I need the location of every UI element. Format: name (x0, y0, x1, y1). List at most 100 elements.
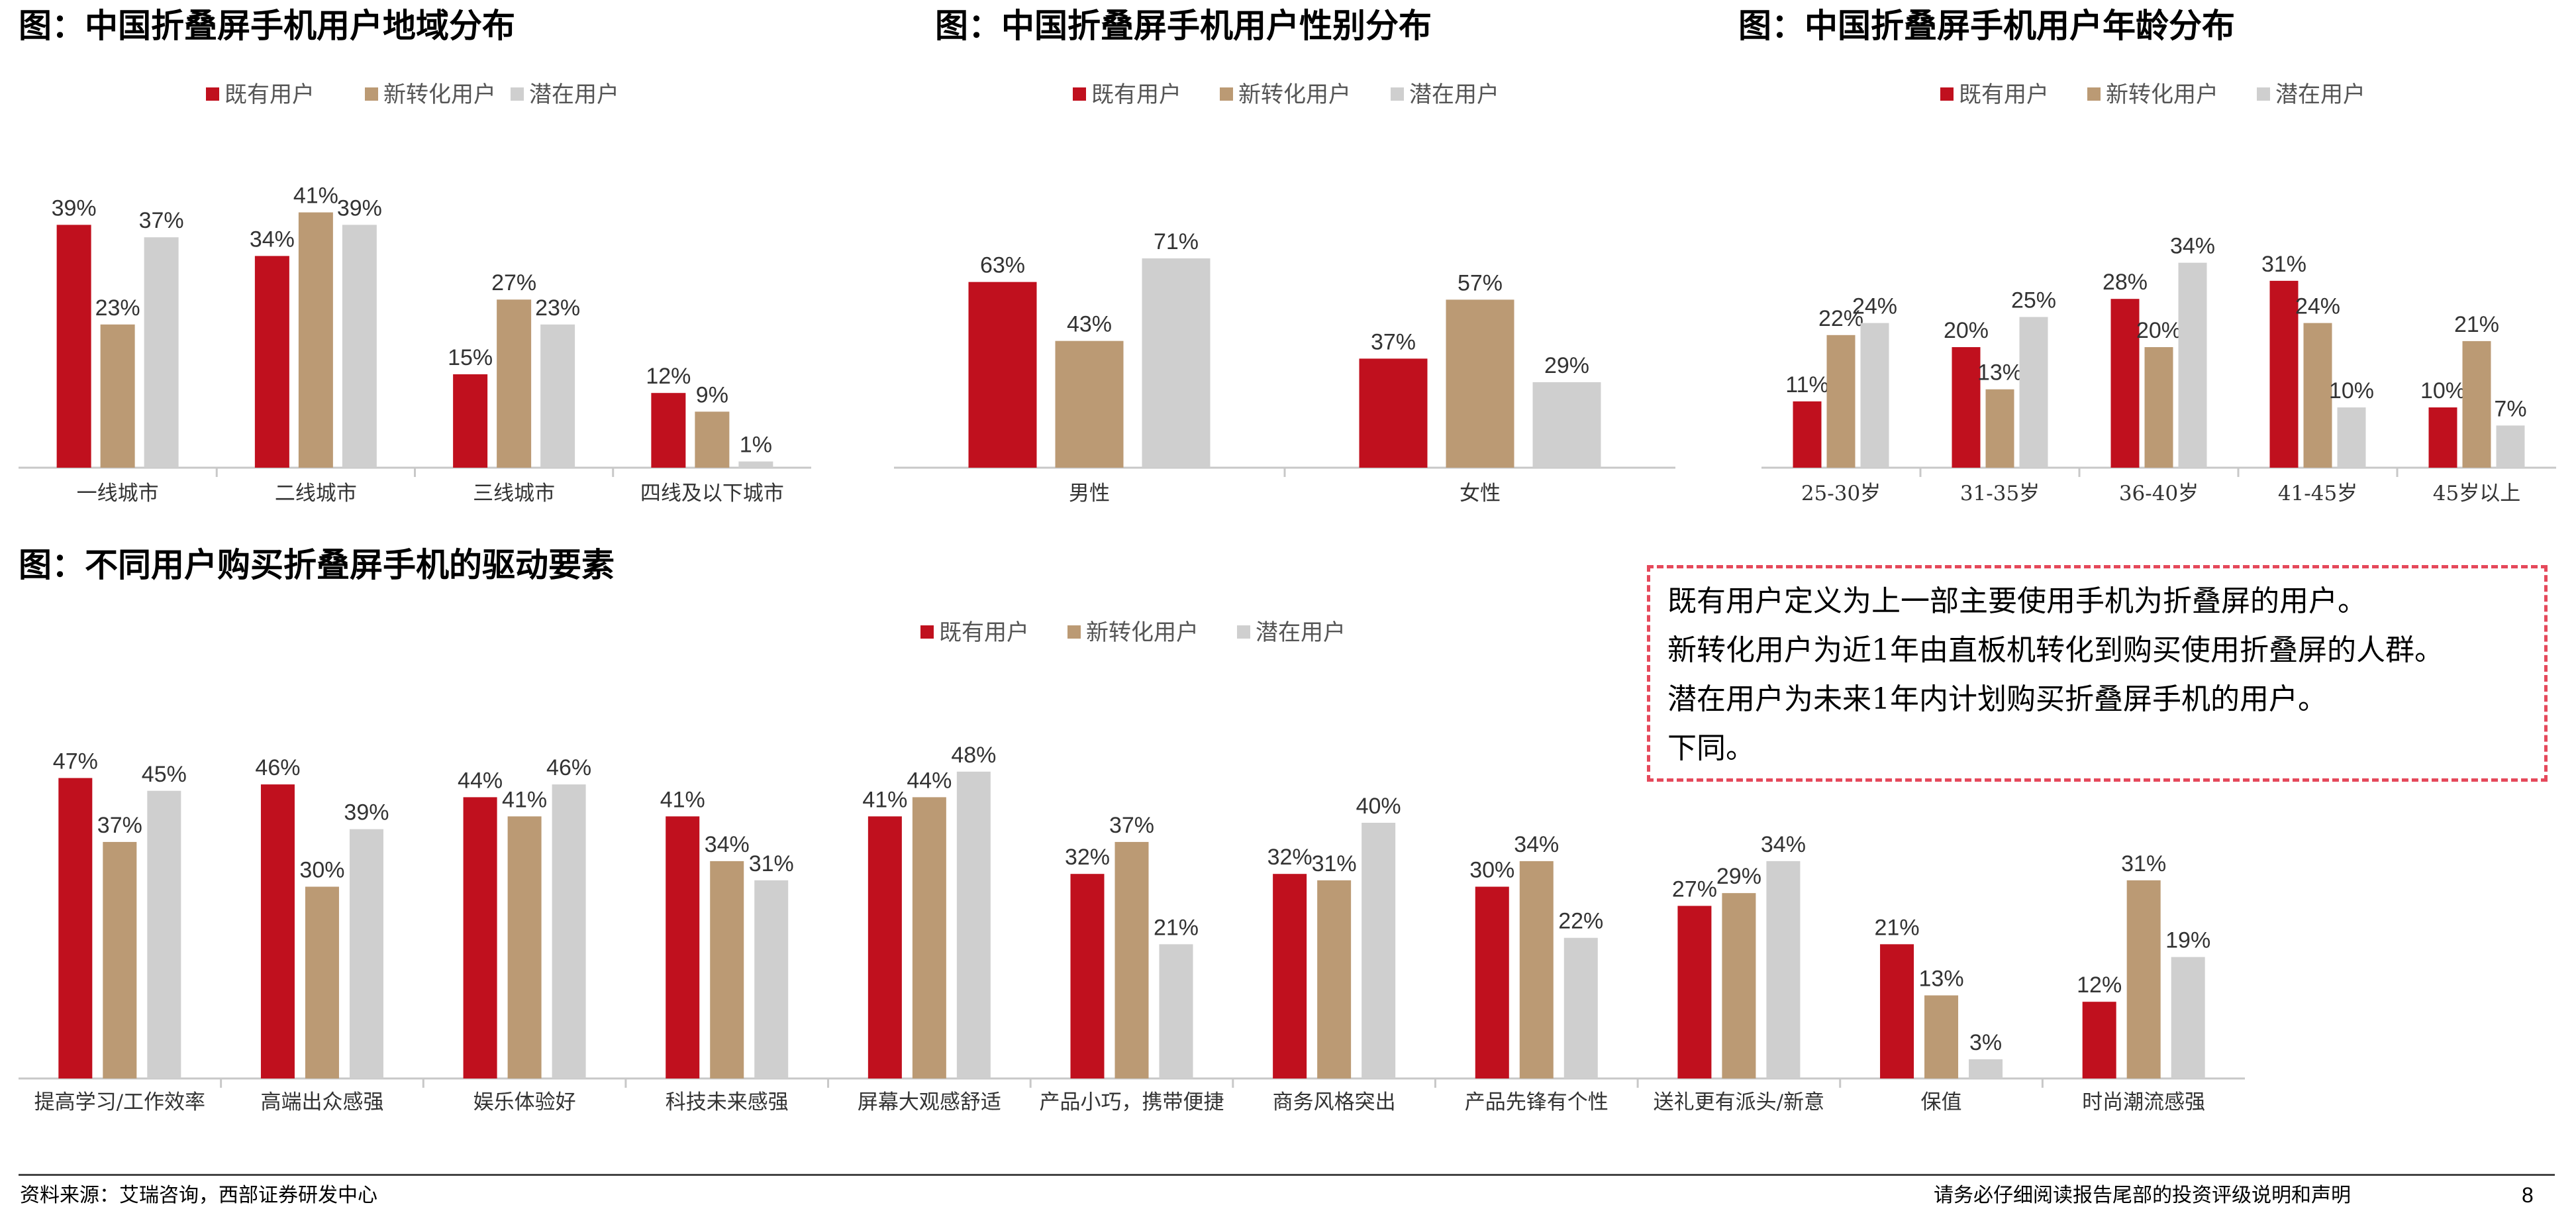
category-label: 女性 (1460, 482, 1501, 505)
bar (1793, 401, 1822, 468)
data-label: 13% (1919, 967, 1964, 992)
bar (1985, 389, 2014, 468)
bar (2126, 880, 2161, 1078)
data-label: 31% (2121, 851, 2166, 876)
category-label: 产品小巧，携带便捷 (1040, 1090, 1224, 1114)
data-label: 15% (448, 345, 493, 370)
bar (100, 324, 135, 468)
bar (754, 880, 789, 1078)
data-label: 7% (2494, 396, 2526, 421)
bar (1766, 861, 1801, 1078)
footer-source: 资料来源：艾瑞咨询，西部证券研发中心 (20, 1184, 377, 1207)
bar (2082, 1002, 2116, 1078)
legend-label: 潜在用户 (529, 81, 619, 108)
category-label: 三线城市 (473, 482, 555, 505)
bar (1532, 382, 1601, 468)
chart-drivers: 既有用户 新转化用户 潜在用户 47% 37% 45% 提高学习/工作效率 46% 30% 39%… (19, 619, 2245, 1114)
category-label: 25-30岁 (1801, 482, 1881, 505)
bar (1055, 341, 1124, 468)
data-label: 46% (255, 755, 300, 780)
data-label: 45% (142, 762, 187, 787)
legend-swatch (1073, 87, 1086, 101)
data-label: 24% (1852, 294, 1897, 319)
bar (463, 797, 497, 1078)
bar (305, 886, 339, 1078)
bar (56, 225, 91, 468)
bar (1362, 823, 1396, 1078)
data-label: 37% (97, 813, 142, 838)
bar (507, 816, 542, 1078)
data-label: 41% (862, 787, 907, 812)
data-label: 12% (2077, 972, 2122, 998)
note-line-converted: 新转化用户为近1年由直板机转化到购买使用折叠屏的人群。 (1667, 633, 2444, 667)
data-label: 41% (293, 184, 338, 209)
bar (540, 324, 575, 468)
bar (867, 816, 902, 1078)
bar (1860, 323, 1889, 468)
bar (1317, 880, 1352, 1078)
chart-gender: 既有用户 新转化用户 潜在用户 63% 43% 71% 男性 37% 57% 29% 女性 (894, 81, 1675, 505)
bar (342, 225, 377, 468)
data-label: 22% (1558, 909, 1603, 934)
legend-label: 新转化用户 (383, 81, 496, 108)
legend-swatch (206, 87, 219, 101)
data-label: 21% (1154, 915, 1199, 940)
bar (2178, 262, 2207, 468)
data-label: 39% (344, 800, 389, 825)
data-label: 46% (546, 755, 591, 780)
chart-title-gender: 图：中国折叠屏手机用户性别分布 (935, 6, 1432, 45)
bar (651, 393, 686, 468)
category-label: 屏幕大观感舒适 (858, 1090, 1001, 1114)
data-label: 19% (2165, 928, 2210, 953)
category-label: 时尚潮流感强 (2082, 1090, 2205, 1114)
bar (2337, 407, 2366, 468)
category-label: 二线城市 (275, 482, 357, 505)
bar (144, 237, 179, 468)
data-label: 37% (139, 208, 184, 233)
bar (1115, 841, 1149, 1078)
data-label: 71% (1154, 229, 1199, 254)
data-label: 41% (502, 787, 547, 812)
legend-swatch (365, 87, 378, 101)
bar (298, 212, 333, 468)
bar (1446, 299, 1514, 468)
bar (710, 861, 744, 1078)
bar (1969, 1059, 2003, 1078)
data-label: 34% (1761, 832, 1806, 857)
legend-swatch (1220, 87, 1233, 101)
data-label: 10% (2420, 378, 2465, 403)
note-line-same: 下同。 (1667, 731, 1755, 765)
bar (1142, 258, 1211, 468)
data-label: 12% (646, 364, 691, 389)
data-label: 31% (1312, 851, 1357, 876)
definition-note-box: 既有用户定义为上一部主要使用手机为折叠屏的用户。 新转化用户为近1年由直板机转化… (1647, 565, 2548, 782)
data-label: 34% (250, 227, 295, 252)
bar (552, 784, 586, 1078)
bar (1677, 906, 1712, 1078)
data-label: 27% (1672, 876, 1717, 902)
data-label: 44% (458, 768, 503, 793)
bar (254, 256, 289, 468)
category-label: 45岁以上 (2433, 482, 2520, 505)
legend-swatch (1067, 625, 1081, 639)
data-label: 41% (660, 787, 705, 812)
legend-swatch (511, 87, 524, 101)
data-label: 32% (1267, 845, 1313, 870)
legend-label: 潜在用户 (1256, 619, 1346, 646)
bar (2171, 957, 2205, 1078)
bar (1475, 886, 1509, 1078)
legend-swatch (1940, 87, 1954, 101)
category-label: 四线及以下城市 (640, 482, 784, 505)
data-label: 1% (740, 433, 772, 458)
note-line-potential: 潜在用户为未来1年内计划购买折叠屏手机的用户。 (1667, 682, 2327, 716)
bar (2144, 347, 2173, 468)
chart-title-drivers: 图：不同用户购买折叠屏手机的驱动要素 (19, 545, 615, 584)
bar (2019, 317, 2048, 468)
data-label: 3% (1969, 1030, 2002, 1055)
bar (738, 461, 773, 468)
bar (1519, 861, 1554, 1078)
data-label: 44% (907, 768, 952, 793)
chart-age: 既有用户 新转化用户 潜在用户11%22%24%25-30岁20%13%25%31-… (1761, 81, 2556, 505)
data-label: 20% (2136, 318, 2181, 343)
data-label: 39% (52, 195, 97, 221)
